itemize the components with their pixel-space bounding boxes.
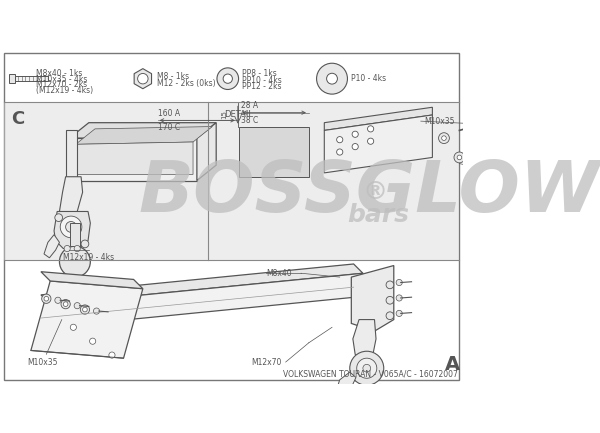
Circle shape [59, 246, 91, 277]
Polygon shape [41, 271, 143, 289]
Polygon shape [54, 211, 91, 249]
Text: M10x35: M10x35 [425, 117, 455, 126]
Circle shape [363, 364, 371, 372]
Circle shape [442, 136, 446, 140]
Circle shape [317, 63, 347, 94]
Circle shape [217, 68, 239, 90]
Circle shape [80, 305, 89, 314]
Text: PP8 - 1ks: PP8 - 1ks [242, 69, 277, 78]
Circle shape [64, 246, 70, 252]
Text: 160 A: 160 A [158, 109, 181, 118]
Circle shape [223, 74, 232, 83]
Text: M10x35 - 4ks: M10x35 - 4ks [35, 75, 87, 84]
Circle shape [55, 214, 62, 222]
Text: DETAIL: DETAIL [224, 110, 253, 119]
Text: 15: 15 [221, 110, 227, 120]
Circle shape [369, 385, 391, 406]
Text: M8x40: M8x40 [266, 269, 292, 278]
Text: M12 - 2ks (0ks): M12 - 2ks (0ks) [157, 79, 215, 88]
Polygon shape [59, 177, 83, 223]
Circle shape [60, 216, 82, 238]
Polygon shape [50, 273, 363, 327]
Polygon shape [44, 235, 59, 258]
Circle shape [439, 133, 449, 143]
Circle shape [109, 352, 115, 358]
Polygon shape [197, 123, 216, 181]
Polygon shape [70, 123, 216, 138]
Circle shape [386, 297, 394, 304]
Circle shape [457, 155, 462, 160]
Text: 38 C: 38 C [241, 116, 258, 125]
Circle shape [74, 246, 80, 252]
Bar [16, 76, 48, 81]
Text: (M12x19 - 4ks): (M12x19 - 4ks) [35, 86, 92, 95]
Text: M12x19 - 4ks: M12x19 - 4ks [63, 253, 115, 262]
Polygon shape [324, 115, 433, 173]
Circle shape [89, 338, 96, 344]
Text: VOLKSWAGEN TOURAN - V065A/C - 16072007: VOLKSWAGEN TOURAN - V065A/C - 16072007 [283, 369, 458, 378]
Circle shape [396, 295, 402, 301]
Polygon shape [336, 372, 356, 397]
Circle shape [55, 297, 61, 304]
Text: ®: ® [363, 180, 388, 204]
Polygon shape [353, 320, 376, 366]
Text: A: A [445, 355, 460, 374]
Circle shape [74, 303, 80, 309]
Circle shape [326, 73, 337, 84]
Text: M8x40 - 1ks: M8x40 - 1ks [35, 69, 82, 78]
Circle shape [454, 152, 465, 163]
Bar [70, 223, 80, 246]
Polygon shape [324, 107, 433, 130]
Polygon shape [65, 130, 77, 188]
Polygon shape [70, 138, 197, 181]
Text: M12x70: M12x70 [251, 358, 281, 367]
Polygon shape [134, 69, 152, 89]
Circle shape [337, 149, 343, 155]
Text: M8 - 1ks: M8 - 1ks [157, 72, 189, 81]
Circle shape [347, 388, 379, 418]
Text: PP12 - 2ks: PP12 - 2ks [242, 82, 281, 91]
Circle shape [396, 279, 402, 286]
Circle shape [61, 300, 70, 309]
Circle shape [396, 310, 402, 317]
Polygon shape [31, 281, 143, 358]
Text: PP10 - 4ks: PP10 - 4ks [242, 76, 281, 84]
Text: C: C [11, 110, 24, 128]
Text: 170 C: 170 C [158, 123, 181, 132]
Circle shape [368, 138, 374, 144]
Text: 28 A: 28 A [241, 101, 258, 110]
Bar [239, 126, 309, 177]
Circle shape [70, 324, 76, 330]
Circle shape [41, 294, 51, 304]
Text: BOSSGLOW: BOSSGLOW [139, 158, 600, 227]
Circle shape [81, 240, 89, 248]
Circle shape [83, 307, 87, 312]
Polygon shape [76, 126, 212, 144]
Circle shape [65, 222, 76, 233]
Polygon shape [76, 142, 193, 174]
Bar [4, 102, 460, 260]
Circle shape [368, 126, 374, 132]
Text: M12x70 - 2ks: M12x70 - 2ks [35, 80, 86, 89]
Circle shape [357, 358, 377, 378]
Circle shape [386, 312, 394, 320]
Text: bars: bars [347, 204, 409, 227]
Circle shape [137, 74, 148, 84]
Circle shape [337, 136, 343, 143]
Bar [9, 74, 16, 83]
Circle shape [94, 308, 100, 314]
Polygon shape [41, 264, 363, 304]
Circle shape [352, 131, 358, 137]
Text: P10 - 4ks: P10 - 4ks [352, 74, 386, 83]
Circle shape [350, 351, 384, 385]
Circle shape [64, 302, 68, 307]
Polygon shape [352, 265, 394, 331]
Circle shape [352, 143, 358, 150]
Text: M10x35: M10x35 [27, 358, 58, 367]
Circle shape [44, 297, 49, 301]
Circle shape [386, 281, 394, 289]
